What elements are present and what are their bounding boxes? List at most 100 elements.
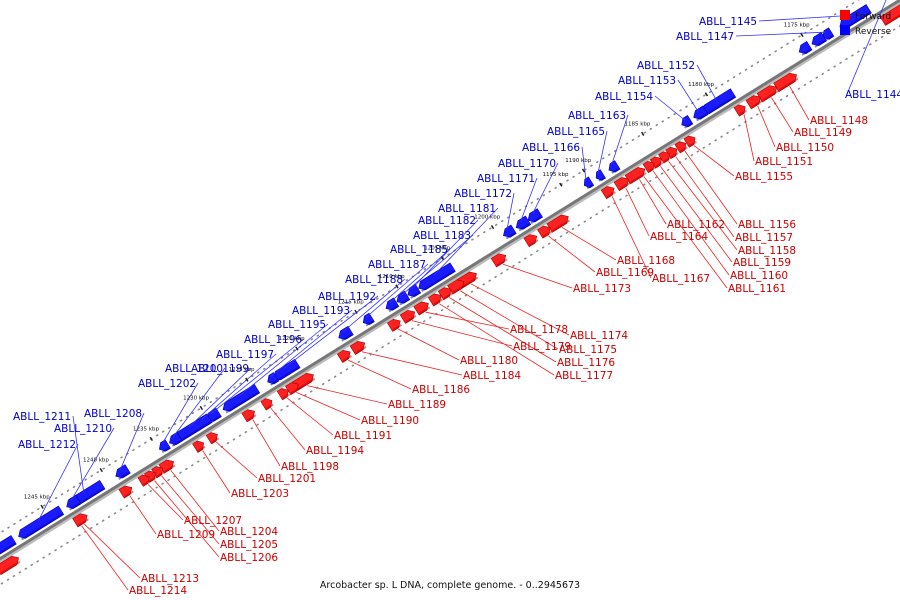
- reverse-label-leader: [506, 192, 515, 231]
- forward-label-leader: [348, 359, 412, 390]
- reverse-gene-label: ABLL_1166: [522, 142, 580, 154]
- reverse-label-leader: [597, 130, 608, 174]
- legend-reverse-swatch: [840, 25, 850, 35]
- forward-gene-label: ABLL_1162: [667, 219, 725, 231]
- reverse-label-leader: [846, 0, 887, 95]
- forward-gene-arrow: [733, 104, 747, 117]
- forward-gene-label: ABLL_1214: [129, 585, 187, 597]
- reverse-gene-label: ABLL_1192: [318, 291, 376, 303]
- forward-label-leader: [449, 297, 557, 363]
- reverse-label-leader: [70, 427, 115, 501]
- genome-axis-group: [0, 0, 900, 585]
- reverse-gene-label: ABLL_1188: [345, 274, 403, 286]
- forward-label-leader: [652, 170, 730, 276]
- reverse-label-leader: [188, 367, 252, 428]
- forward-label-leader: [459, 290, 559, 350]
- reverse-gene-label: ABLL_1211: [13, 411, 71, 423]
- reverse-gene-label: ABLL_1202: [138, 378, 196, 390]
- forward-gene-arrow: [143, 470, 158, 483]
- reverse-gene-label: ABLL_1210: [54, 423, 112, 435]
- forward-label-leader: [361, 351, 463, 376]
- gene-features-group: [0, 3, 900, 576]
- forward-gene-label: ABLL_1198: [281, 461, 339, 473]
- reverse-label-leader: [161, 382, 199, 445]
- kbp-tick-mark: [199, 405, 204, 410]
- kbp-tick-mark: [490, 224, 495, 230]
- reverse-gene-label: ABLL_1197: [216, 349, 274, 361]
- reverse-gene-arrow: [583, 176, 595, 190]
- forward-label-leader: [84, 523, 141, 579]
- kbp-tick-label: 1215 kbp: [338, 299, 364, 305]
- reverse-gene-arrow: [0, 535, 17, 557]
- kbp-tick-mark: [581, 168, 586, 173]
- forward-label-leader: [81, 525, 129, 591]
- kbp-tick-label: 1235 kbp: [133, 426, 159, 432]
- reverse-gene-arrow: [693, 105, 709, 122]
- reverse-label-leader: [365, 263, 429, 318]
- forward-gene-label: ABLL_1168: [617, 255, 675, 267]
- reverse-label-leader: [677, 79, 699, 112]
- reverse-gene-label: ABLL_1208: [84, 408, 142, 420]
- forward-gene-label: ABLL_1190: [361, 415, 419, 427]
- forward-label-leader: [439, 303, 555, 376]
- reverse-gene-arrow: [702, 88, 737, 116]
- forward-label-leader: [202, 450, 231, 494]
- kbp-tick-mark: [149, 436, 153, 442]
- forward-gene-label: ABLL_1149: [794, 127, 852, 139]
- forward-gene-label: ABLL_1186: [412, 384, 470, 396]
- forward-label-leader: [411, 320, 513, 347]
- forward-label-leader: [668, 161, 738, 251]
- kbp-tick-label: 1175 kbp: [784, 22, 810, 28]
- reverse-gene-arrow: [362, 312, 375, 327]
- reverse-gene-label: ABLL_1171: [477, 173, 535, 185]
- kbp-tick-mark: [354, 309, 358, 314]
- reverse-gene-arrow: [418, 262, 456, 292]
- forward-gene-label: ABLL_1203: [231, 488, 289, 500]
- forward-label-leader: [548, 235, 596, 273]
- forward-label-leader: [789, 85, 810, 121]
- forward-gene-arrow: [523, 234, 539, 248]
- reverse-gene-arrow: [115, 464, 131, 481]
- reverse-gene-label: ABLL_1196: [244, 334, 302, 346]
- forward-label-leader: [252, 419, 281, 467]
- forward-gene-label: ABLL_1156: [738, 219, 796, 231]
- forward-gene-label: ABLL_1158: [738, 245, 796, 257]
- forward-gene-label: ABLL_1157: [735, 232, 793, 244]
- legend: Forward Reverse: [840, 10, 892, 37]
- kbp-tick-mark: [99, 467, 103, 473]
- reverse-label-leader: [210, 338, 305, 414]
- kbp-tick-label: 1210 kbp: [379, 274, 405, 280]
- reverse-label-leader: [389, 248, 451, 304]
- kbp-tick-label: 1240 kbp: [83, 458, 109, 464]
- forward-label-leader: [216, 441, 258, 479]
- reverse-gene-arrow: [396, 290, 411, 306]
- reverse-gene-label: ABLL_1193: [292, 305, 350, 317]
- forward-gene-arrow: [386, 318, 403, 332]
- forward-gene-arrow: [118, 485, 134, 499]
- forward-label-leader: [639, 179, 667, 225]
- forward-gene-label: ABLL_1151: [755, 156, 813, 168]
- reverse-label-leader: [270, 309, 353, 378]
- kbp-tick-mark: [40, 504, 44, 509]
- forward-label-leader: [660, 166, 733, 263]
- reverse-gene-label: ABLL_1195: [268, 319, 326, 331]
- forward-gene-label: ABLL_1173: [573, 283, 631, 295]
- forward-gene-arrow: [745, 95, 763, 110]
- kbp-tick-label: 1200 kbp: [474, 215, 500, 221]
- reverse-gene-arrow: [811, 32, 827, 48]
- reverse-gene-arrow: [385, 297, 400, 313]
- reverse-gene-label: ABLL_1165: [547, 126, 605, 138]
- reverse-label-leader: [37, 443, 79, 522]
- guide-dotted-line: [0, 24, 900, 585]
- forward-gene-arrow: [642, 161, 656, 174]
- forward-gene-label: ABLL_1159: [733, 257, 791, 269]
- forward-gene-label: ABLL_1177: [555, 370, 613, 382]
- reverse-gene-arrow: [608, 160, 621, 174]
- gene-labels-group: ABLL_1145 ABLL_1147 ABLL_1144 ABLL_1152 ABLL…: [13, 16, 900, 597]
- forward-gene-arrow: [683, 135, 697, 148]
- forward-label-leader: [307, 385, 388, 405]
- reverse-label-leader: [238, 323, 329, 397]
- forward-gene-arrow: [260, 398, 274, 411]
- reverse-gene-arrow: [222, 383, 261, 414]
- forward-gene-arrow: [241, 409, 257, 423]
